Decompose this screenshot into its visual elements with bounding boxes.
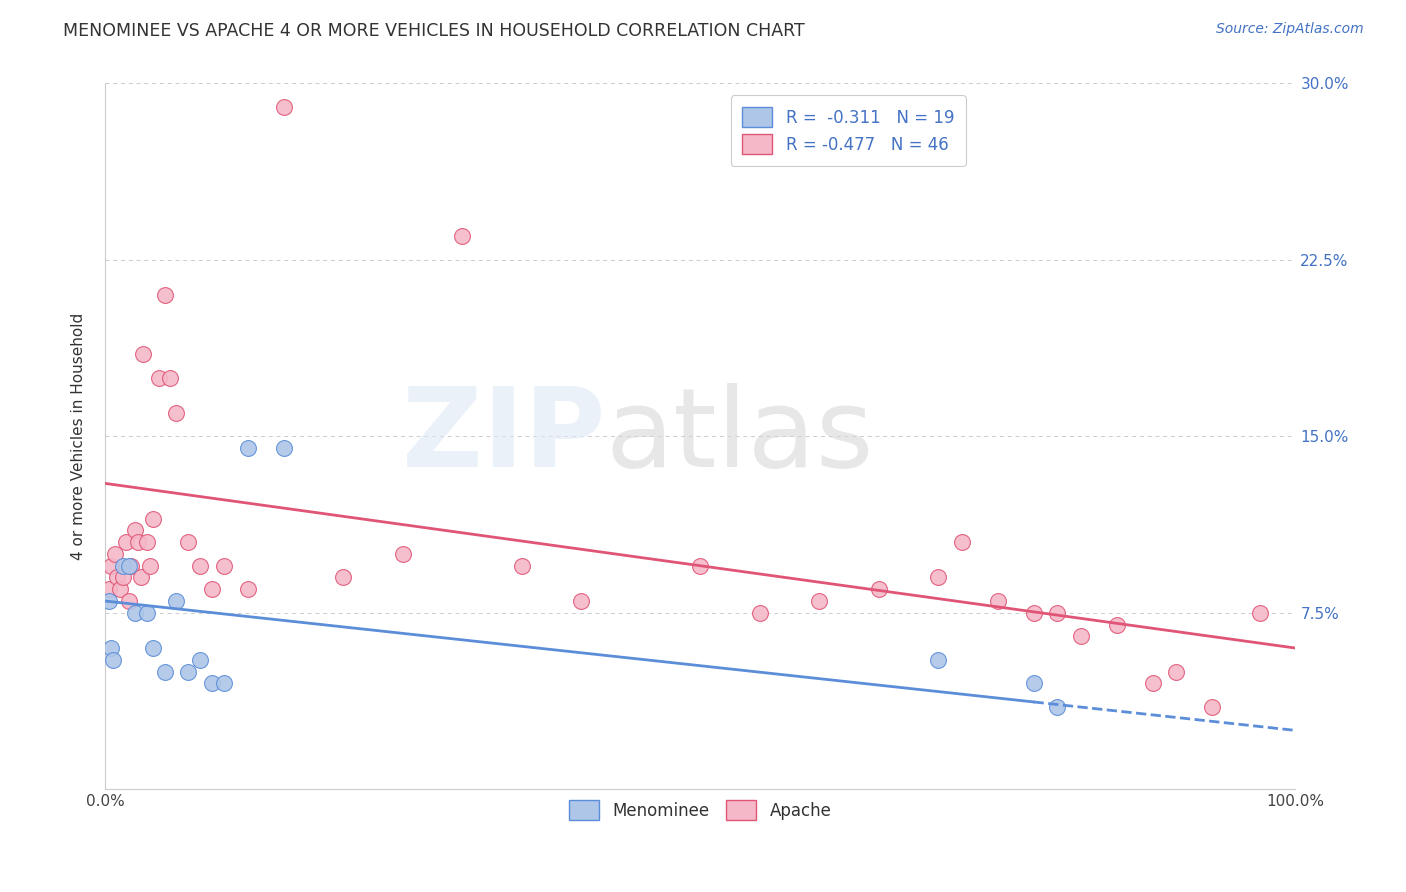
Point bbox=[1022, 676, 1045, 690]
Point bbox=[97, 582, 120, 597]
Point bbox=[100, 641, 122, 656]
Point bbox=[120, 558, 142, 573]
Point bbox=[212, 558, 235, 573]
Point bbox=[153, 288, 176, 302]
Point bbox=[110, 582, 132, 597]
Point bbox=[927, 653, 949, 667]
Point bbox=[1022, 606, 1045, 620]
Point bbox=[188, 558, 211, 573]
Text: MENOMINEE VS APACHE 4 OR MORE VEHICLES IN HOUSEHOLD CORRELATION CHART: MENOMINEE VS APACHE 4 OR MORE VEHICLES I… bbox=[63, 22, 806, 40]
Point bbox=[129, 570, 152, 584]
Point bbox=[165, 594, 187, 608]
Point bbox=[1142, 676, 1164, 690]
Point bbox=[1166, 665, 1188, 679]
Point bbox=[97, 594, 120, 608]
Point bbox=[111, 570, 134, 584]
Point bbox=[135, 606, 157, 620]
Point bbox=[124, 524, 146, 538]
Point bbox=[987, 594, 1010, 608]
Point bbox=[1249, 606, 1271, 620]
Point bbox=[273, 100, 295, 114]
Point bbox=[105, 570, 128, 584]
Point bbox=[142, 641, 165, 656]
Point bbox=[111, 558, 134, 573]
Point bbox=[1046, 699, 1069, 714]
Point bbox=[153, 665, 176, 679]
Point bbox=[148, 370, 170, 384]
Point bbox=[188, 653, 211, 667]
Point bbox=[103, 653, 125, 667]
Point bbox=[689, 558, 711, 573]
Legend: Menominee, Apache: Menominee, Apache bbox=[555, 787, 845, 834]
Point bbox=[201, 676, 224, 690]
Text: ZIP: ZIP bbox=[402, 383, 605, 490]
Point bbox=[273, 441, 295, 455]
Point bbox=[569, 594, 592, 608]
Point bbox=[451, 229, 474, 244]
Point bbox=[132, 347, 155, 361]
Point bbox=[332, 570, 354, 584]
Point bbox=[1201, 699, 1223, 714]
Point bbox=[118, 558, 141, 573]
Point bbox=[127, 535, 149, 549]
Point bbox=[165, 406, 187, 420]
Text: atlas: atlas bbox=[605, 383, 873, 490]
Point bbox=[201, 582, 224, 597]
Point bbox=[100, 558, 122, 573]
Y-axis label: 4 or more Vehicles in Household: 4 or more Vehicles in Household bbox=[72, 313, 86, 560]
Point bbox=[124, 606, 146, 620]
Point bbox=[1070, 629, 1092, 643]
Point bbox=[236, 582, 259, 597]
Point bbox=[391, 547, 413, 561]
Point bbox=[103, 547, 125, 561]
Point bbox=[177, 535, 200, 549]
Point bbox=[236, 441, 259, 455]
Text: Source: ZipAtlas.com: Source: ZipAtlas.com bbox=[1216, 22, 1364, 37]
Point bbox=[1105, 617, 1128, 632]
Point bbox=[1046, 606, 1069, 620]
Point bbox=[115, 535, 138, 549]
Point bbox=[118, 594, 141, 608]
Point bbox=[159, 370, 181, 384]
Point bbox=[142, 511, 165, 525]
Point bbox=[212, 676, 235, 690]
Point bbox=[139, 558, 162, 573]
Point bbox=[748, 606, 770, 620]
Point bbox=[177, 665, 200, 679]
Point bbox=[510, 558, 533, 573]
Point bbox=[868, 582, 890, 597]
Point bbox=[135, 535, 157, 549]
Point bbox=[808, 594, 831, 608]
Point bbox=[927, 570, 949, 584]
Point bbox=[950, 535, 973, 549]
